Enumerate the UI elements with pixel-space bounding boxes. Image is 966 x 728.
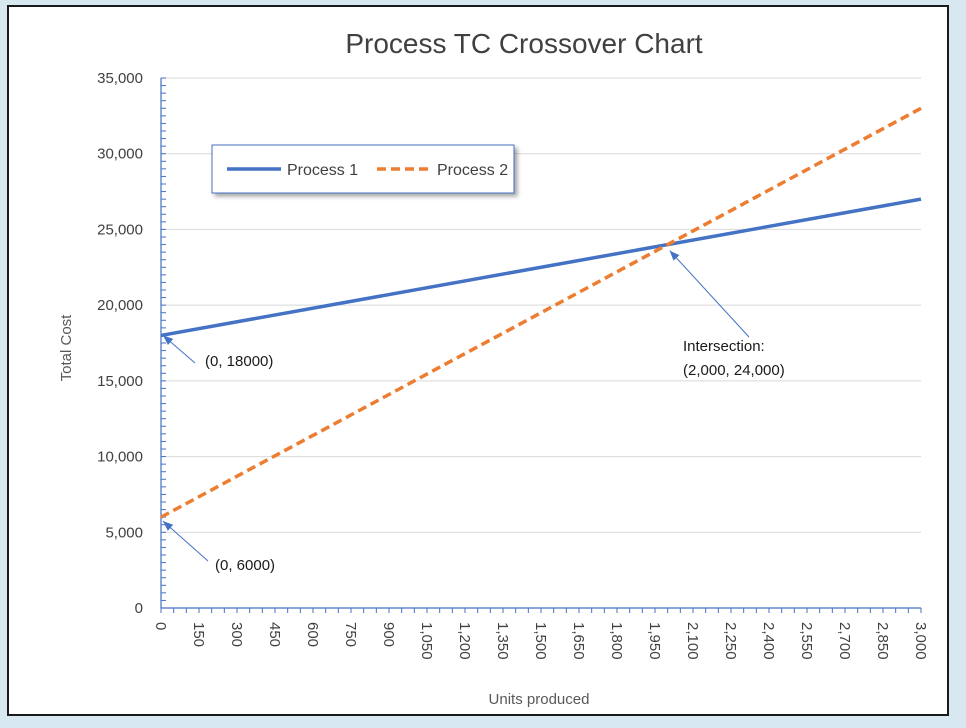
x-tick-label: 2,700 — [836, 622, 853, 660]
legend-label: Process 1 — [287, 162, 358, 179]
chart-title: Process TC Crossover Chart — [345, 28, 703, 59]
chart-svg: Process TC Crossover Chart 0 5,000 10,000 1… — [58, 28, 929, 708]
y-tick-label: 35,000 — [97, 70, 143, 87]
legend: Process 1 Process 2 — [211, 144, 515, 194]
y-tick-label: 15,000 — [97, 373, 143, 390]
x-tick-label: 2,100 — [684, 622, 701, 660]
y-tick-label: 5,000 — [105, 524, 143, 541]
x-tick-label: 450 — [266, 622, 283, 647]
series-lines — [160, 106, 922, 519]
annotation-label: Intersection: — [683, 338, 765, 355]
y-tick-label: 10,000 — [97, 449, 143, 466]
x-tick-label: 1,350 — [494, 622, 511, 660]
x-tick-label: 900 — [380, 622, 397, 647]
annotation-arrowhead — [163, 521, 174, 531]
x-tick-label: 1,200 — [456, 622, 473, 660]
y-tick-label: 0 — [135, 600, 143, 617]
y-axis-label: Total Cost — [58, 314, 75, 382]
x-tick-label: 2,550 — [798, 622, 815, 660]
y-tick-label: 25,000 — [97, 221, 143, 238]
legend-label: Process 2 — [437, 162, 508, 179]
annotation-label: (2,000, 24,000) — [683, 362, 785, 379]
x-tick-label: 3,000 — [912, 622, 929, 660]
annotation-arrowhead — [163, 335, 174, 345]
x-tick-label: 600 — [304, 622, 321, 647]
x-tick-label: 150 — [190, 622, 207, 647]
annotation-arrowhead — [669, 250, 680, 261]
x-tick-label: 1,050 — [418, 622, 435, 660]
annotation-arrow — [162, 520, 209, 562]
chart-frame: Process TC Crossover Chart 0 5,000 10,000 1… — [7, 5, 949, 716]
x-tick-label: 2,400 — [760, 622, 777, 660]
annotations: (0, 18000) (0, 6000) Intersection: (2,000, … — [162, 250, 785, 574]
x-tick-label: 1,950 — [646, 622, 663, 660]
y-tick-label: 20,000 — [97, 297, 143, 314]
annotation-label: (0, 18000) — [205, 353, 273, 370]
x-tick-label: 1,650 — [570, 622, 587, 660]
x-tick-label: 0 — [152, 622, 169, 630]
series-line-process-1 — [160, 197, 922, 338]
x-axis-label: Units produced — [489, 691, 590, 708]
annotation-arrow — [669, 250, 750, 338]
x-tick-label: 2,850 — [874, 622, 891, 660]
x-tick-label: 2,250 — [722, 622, 739, 660]
x-tick-label: 1,500 — [532, 622, 549, 660]
series-line-process-2 — [160, 106, 922, 519]
x-tick-label: 300 — [228, 622, 245, 647]
annotation-label: (0, 6000) — [215, 557, 275, 574]
x-tick-label: 750 — [342, 622, 359, 647]
y-tick-label: 30,000 — [97, 146, 143, 163]
axes: 0 5,000 10,000 15,000 20,000 25,000 30,000 35,0… — [97, 70, 929, 660]
x-tick-label: 1,800 — [608, 622, 625, 660]
